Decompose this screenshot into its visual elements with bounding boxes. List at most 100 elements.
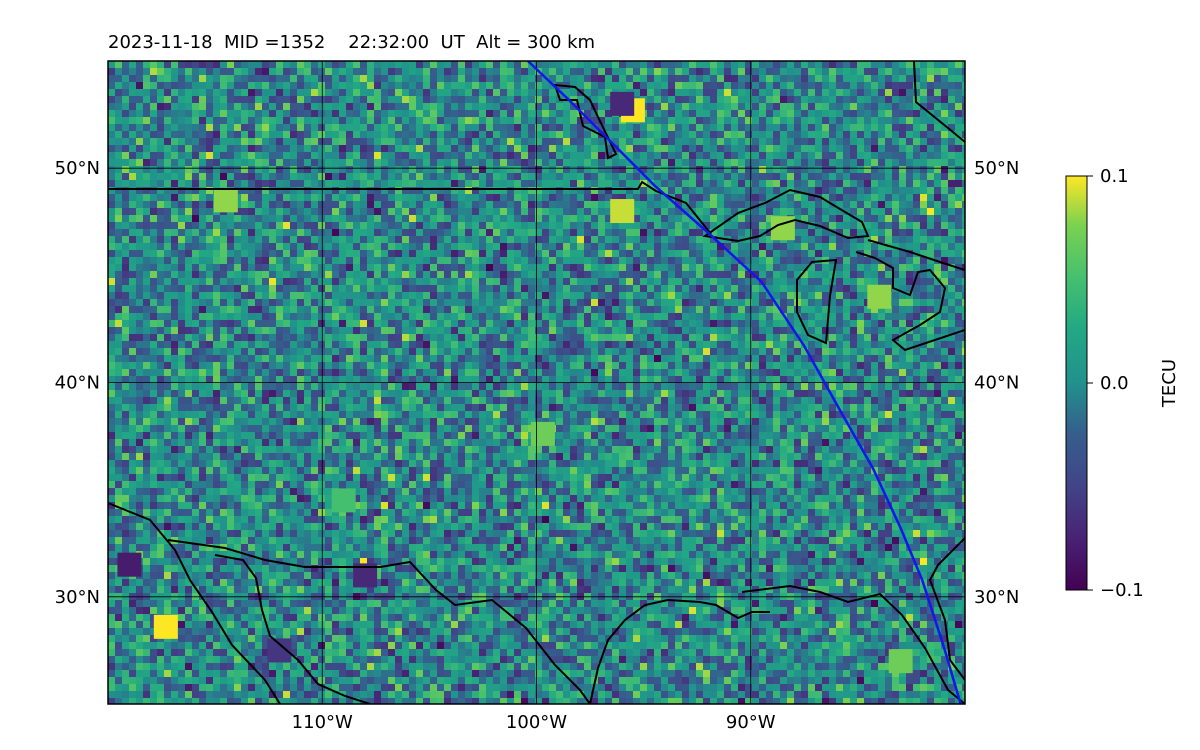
heat-cell [458, 131, 466, 139]
heat-cell [801, 285, 809, 293]
heat-cell [542, 320, 550, 328]
heat-cell [759, 327, 767, 335]
heat-cell [157, 327, 165, 335]
heat-cell [164, 341, 172, 349]
heat-cell [710, 229, 718, 237]
heat-cell [906, 320, 914, 328]
heat-cell [668, 187, 676, 195]
heat-cell [269, 159, 277, 167]
heat-cell [934, 222, 942, 230]
heat-cell [885, 96, 893, 104]
heat-cell [423, 257, 431, 265]
heat-cell [857, 313, 865, 321]
heat-cell [402, 257, 410, 265]
heat-cell [213, 180, 221, 188]
heat-cell [325, 250, 333, 258]
heat-cell [857, 208, 865, 216]
heat-cell [647, 145, 655, 153]
heat-cell [640, 306, 648, 314]
heat-cell [290, 89, 298, 97]
heat-cell [948, 103, 956, 111]
heat-cell [311, 236, 319, 244]
heat-cell [899, 180, 907, 188]
heat-cell [374, 341, 382, 349]
heat-cell [472, 124, 480, 132]
heat-cell [654, 236, 662, 244]
heat-cell [948, 96, 956, 104]
heat-cell [332, 96, 340, 104]
heat-cell [528, 327, 536, 335]
heat-cell [395, 187, 403, 195]
heat-cell [885, 229, 893, 237]
heat-cell [465, 152, 473, 160]
heat-cell [451, 257, 459, 265]
heat-cell [339, 152, 347, 160]
heat-cell [773, 320, 781, 328]
heat-cell [472, 285, 480, 293]
heat-cell [276, 264, 284, 272]
heat-cell [759, 215, 767, 223]
heat-cell [423, 320, 431, 328]
heat-cell [962, 152, 965, 160]
heat-cell [486, 327, 494, 335]
heat-cell [437, 222, 445, 230]
heat-cell [717, 103, 725, 111]
heat-cell [381, 257, 389, 265]
heat-cell [276, 271, 284, 279]
heat-cell [437, 145, 445, 153]
heat-cell [276, 110, 284, 118]
heat-cell [311, 334, 319, 342]
heat-cell [122, 327, 130, 335]
heat-cell [801, 327, 809, 335]
heat-cell [780, 264, 788, 272]
heat-cell [689, 194, 697, 202]
heat-cell [920, 250, 928, 258]
heat-cell [759, 124, 767, 132]
heat-cell [682, 75, 690, 83]
heat-cell [549, 124, 557, 132]
heat-cell [808, 96, 816, 104]
heat-cell [178, 103, 186, 111]
heat-cell [150, 236, 158, 244]
heat-cell [332, 215, 340, 223]
heat-cell [381, 229, 389, 237]
heat-cell [500, 215, 508, 223]
heat-cell [843, 75, 851, 83]
heat-cell [150, 222, 158, 230]
heat-cell [304, 166, 312, 174]
heat-cell [367, 68, 375, 76]
heat-cell [549, 61, 557, 69]
heat-cell [521, 334, 529, 342]
heat-cell [521, 138, 529, 146]
heat-cell [360, 68, 368, 76]
heat-cell [801, 215, 809, 223]
heat-cell [913, 110, 921, 118]
heat-cell [185, 243, 193, 251]
heat-cell [234, 89, 242, 97]
heat-cell [906, 243, 914, 251]
heat-cell [227, 250, 235, 258]
heat-cell [220, 82, 228, 90]
heat-cell [563, 236, 571, 244]
heat-cell [850, 82, 858, 90]
heat-cell [444, 68, 452, 76]
heat-cell [878, 166, 886, 174]
heat-cell [794, 96, 802, 104]
heat-cell [836, 201, 844, 209]
heat-cell [451, 264, 459, 272]
heat-cell [311, 117, 319, 125]
heat-cell [661, 306, 669, 314]
heat-cell [647, 264, 655, 272]
heat-cell [514, 89, 522, 97]
heat-cell [871, 278, 879, 286]
heat-cell [563, 159, 571, 167]
heat-cell [248, 271, 256, 279]
heat-cell [199, 61, 207, 69]
heat-cell [129, 222, 137, 230]
heat-cell [423, 138, 431, 146]
heat-cell [745, 229, 753, 237]
heat-cell [129, 145, 137, 153]
heat-cell [213, 82, 221, 90]
heat-cell [829, 306, 837, 314]
heat-cell [633, 285, 641, 293]
